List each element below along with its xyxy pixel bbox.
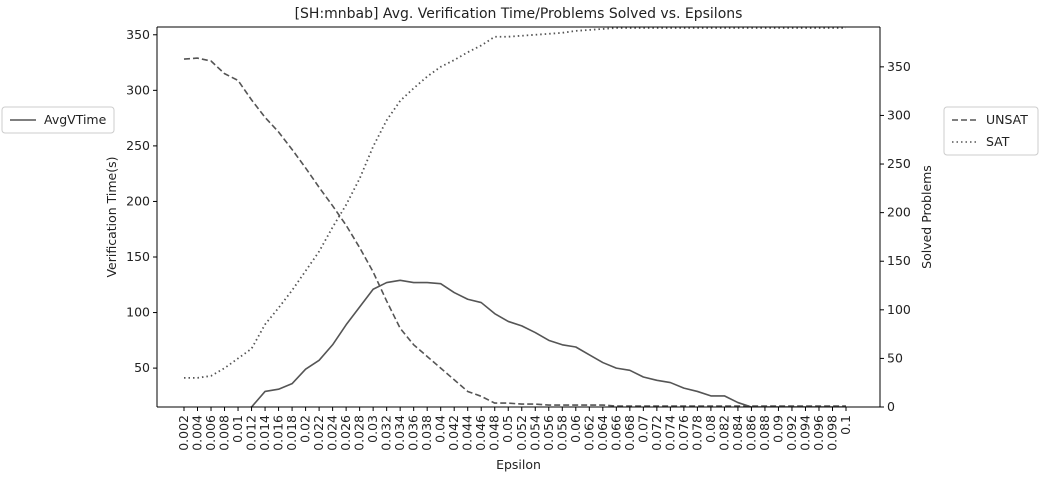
legend-label-avgvtime: AvgVTime <box>44 112 107 127</box>
left-y-tick-label: 150 <box>126 249 150 264</box>
chart-title: [SH:mnbab] Avg. Verification Time/Proble… <box>295 6 743 22</box>
x-tick-label: 0.086 <box>743 415 758 451</box>
left-y-tick-label: 250 <box>126 138 150 153</box>
x-tick-label: 0.044 <box>460 415 475 451</box>
x-tick-label: 0.01 <box>230 415 245 443</box>
left-y-tick-label: 350 <box>126 27 150 42</box>
x-tick-label: 0.058 <box>554 415 569 451</box>
x-tick-label: 0.062 <box>581 415 596 451</box>
x-tick-label: 0.026 <box>338 415 353 451</box>
left-y-axis-label: Verification Time(s) <box>104 156 119 277</box>
x-tick-label: 0.002 <box>176 415 191 451</box>
series-line-unsat <box>183 57 846 407</box>
x-tick-label: 0.05 <box>500 415 515 443</box>
x-tick-label: 0.092 <box>784 415 799 451</box>
x-tick-label: 0.09 <box>770 415 785 443</box>
right-y-tick-label: 200 <box>887 205 911 220</box>
x-tick-label: 0.018 <box>284 415 299 451</box>
left-y-tick-label: 300 <box>126 82 150 97</box>
legend-left-box <box>1 106 115 134</box>
x-tick-label: 0.012 <box>244 415 259 451</box>
x-tick-label: 0.094 <box>797 415 812 451</box>
x-tick-label: 0.098 <box>824 415 839 451</box>
x-tick-label: 0.096 <box>811 415 826 451</box>
left-y-tick-label: 50 <box>134 360 150 375</box>
x-tick-label: 0.052 <box>514 415 529 451</box>
legend-left: AvgVTime <box>1 106 115 134</box>
x-tick-label: 0.066 <box>608 415 623 451</box>
x-tick-label: 0.084 <box>730 415 745 451</box>
x-tick-label: 0.082 <box>716 415 731 451</box>
legend-right-box <box>943 106 1039 156</box>
x-tick-label: 0.034 <box>392 415 407 451</box>
x-tick-label: 0.076 <box>676 415 691 451</box>
x-tick-label: 0.038 <box>419 415 434 451</box>
x-tick-label: 0.056 <box>541 415 556 451</box>
right-y-axis-label: Solved Problems <box>919 165 934 269</box>
x-tick-label: 0.004 <box>190 415 205 451</box>
x-tick-label: 0.048 <box>487 415 502 451</box>
x-tick-label: 0.028 <box>352 415 367 451</box>
x-tick-label: 0.064 <box>595 415 610 451</box>
x-tick-label: 0.074 <box>662 415 677 451</box>
x-tick-label: 0.036 <box>406 415 421 451</box>
right-y-tick-label: 50 <box>887 350 903 365</box>
x-tick-label: 0.04 <box>433 415 448 443</box>
right-y-tick-label: 150 <box>887 253 911 268</box>
x-tick-label: 0.1 <box>838 415 853 435</box>
left-y-tick-label: 200 <box>126 193 150 208</box>
right-y-tick-label: 300 <box>887 107 911 122</box>
right-y-tick-label: 100 <box>887 302 911 317</box>
x-axis-label: Epsilon <box>496 457 541 472</box>
x-tick-label: 0.088 <box>757 415 772 451</box>
x-tick-label: 0.022 <box>311 415 326 451</box>
x-tick-label: 0.024 <box>325 415 340 451</box>
x-tick-label: 0.078 <box>689 415 704 451</box>
x-tick-label: 0.054 <box>527 415 542 451</box>
x-tick-label: 0.032 <box>379 415 394 451</box>
x-tick-label: 0.006 <box>203 415 218 451</box>
left-y-tick-label: 100 <box>126 305 150 320</box>
legend-label-unsat: UNSAT <box>986 112 1028 127</box>
series-line-avgvtime <box>246 279 846 407</box>
x-tick-label: 0.014 <box>257 415 272 451</box>
x-tick-label: 0.016 <box>271 415 286 451</box>
x-tick-label: 0.042 <box>446 415 461 451</box>
legend-label-sat: SAT <box>986 134 1010 149</box>
x-tick-label: 0.08 <box>703 415 718 443</box>
right-y-tick-label: 0 <box>887 399 895 414</box>
x-tick-label: 0.008 <box>217 415 232 451</box>
x-tick-label: 0.046 <box>473 415 488 451</box>
series-line-sat <box>184 27 846 379</box>
x-tick-label: 0.02 <box>298 415 313 443</box>
right-y-tick-label: 250 <box>887 156 911 171</box>
right-y-tick-label: 350 <box>887 59 911 74</box>
x-tick-label: 0.068 <box>622 415 637 451</box>
x-tick-label: 0.07 <box>635 415 650 443</box>
x-tick-label: 0.06 <box>568 415 583 443</box>
x-tick-label: 0.072 <box>649 415 664 451</box>
x-tick-label: 0.03 <box>365 415 380 443</box>
legend-right: UNSAT SAT <box>943 106 1039 156</box>
